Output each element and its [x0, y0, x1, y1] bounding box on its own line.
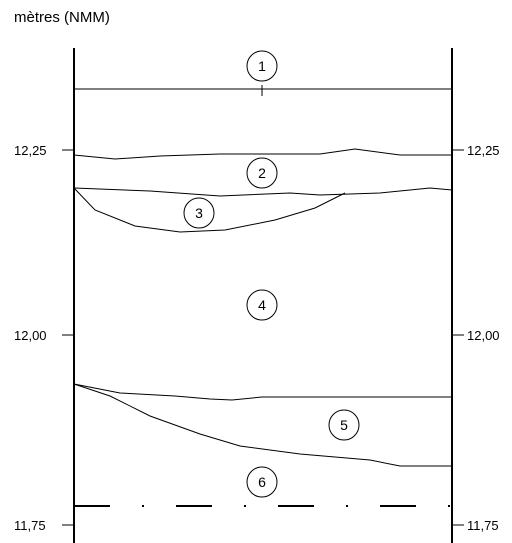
tick-label-left-1175: 11,75	[14, 518, 46, 533]
region-label-4: 4	[258, 297, 266, 313]
region-marker-1: 1	[246, 50, 278, 82]
region-marker-3: 3	[183, 197, 215, 229]
tick-label-right-1200: 12,00	[467, 328, 500, 343]
region-label-5: 5	[340, 417, 348, 433]
region-label-3: 3	[195, 205, 203, 221]
layer-5-lower-boundary	[73, 383, 452, 467]
region-label-6: 6	[258, 474, 266, 490]
tick-label-left-1225: 12,25	[14, 143, 47, 158]
layer-5-upper-boundary	[73, 383, 452, 401]
unit-label: mètres (NMM)	[14, 9, 110, 26]
region-marker-6: 6	[246, 466, 278, 498]
lens-3-boundary	[73, 187, 346, 233]
region-marker-2: 2	[246, 157, 278, 189]
region-marker-5: 5	[328, 409, 360, 441]
tick-label-right-1225: 12,25	[467, 143, 500, 158]
region-marker-4: 4	[246, 289, 278, 321]
tick-label-right-1175: 11,75	[467, 518, 499, 533]
tick-label-left-1200: 12,00	[14, 328, 47, 343]
region-label-1: 1	[258, 58, 266, 74]
region-label-2: 2	[258, 165, 266, 181]
layer-2-lower-boundary	[73, 187, 453, 197]
layer-2-upper-boundary	[73, 148, 452, 160]
